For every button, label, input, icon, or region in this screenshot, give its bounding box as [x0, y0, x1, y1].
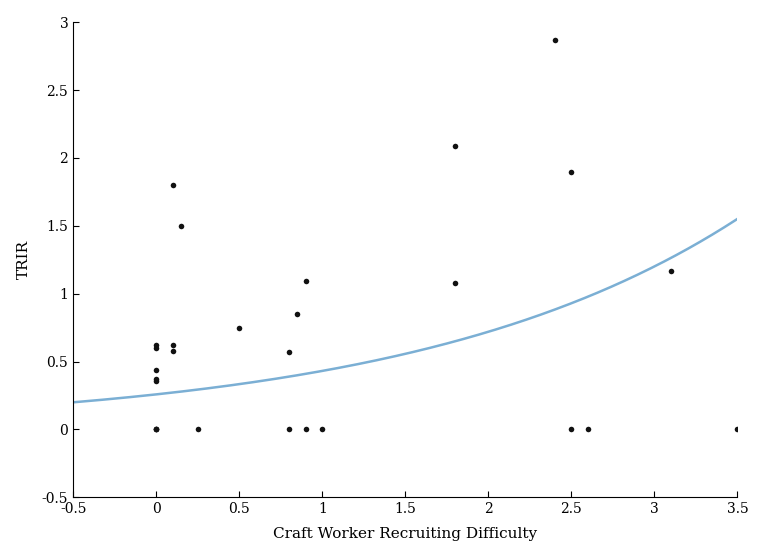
- Point: [565, 425, 578, 434]
- Point: [283, 348, 295, 357]
- X-axis label: Craft Worker Recruiting Difficulty: Craft Worker Recruiting Difficulty: [273, 527, 537, 541]
- Point: [291, 310, 304, 319]
- Point: [316, 425, 328, 434]
- Y-axis label: TRIR: TRIR: [17, 240, 31, 280]
- Point: [150, 365, 162, 374]
- Point: [150, 344, 162, 353]
- Point: [549, 35, 561, 44]
- Point: [191, 425, 203, 434]
- Point: [150, 425, 162, 434]
- Point: [565, 167, 578, 176]
- Point: [167, 347, 179, 355]
- Point: [150, 375, 162, 384]
- Point: [283, 425, 295, 434]
- Point: [150, 425, 162, 434]
- Point: [150, 425, 162, 434]
- Point: [150, 341, 162, 350]
- Point: [582, 425, 594, 434]
- Point: [449, 278, 461, 287]
- Point: [449, 141, 461, 150]
- Point: [731, 425, 744, 434]
- Point: [167, 341, 179, 350]
- Point: [150, 376, 162, 385]
- Point: [300, 425, 312, 434]
- Point: [167, 181, 179, 190]
- Point: [665, 266, 677, 275]
- Point: [233, 323, 246, 332]
- Point: [175, 222, 187, 230]
- Point: [300, 277, 312, 286]
